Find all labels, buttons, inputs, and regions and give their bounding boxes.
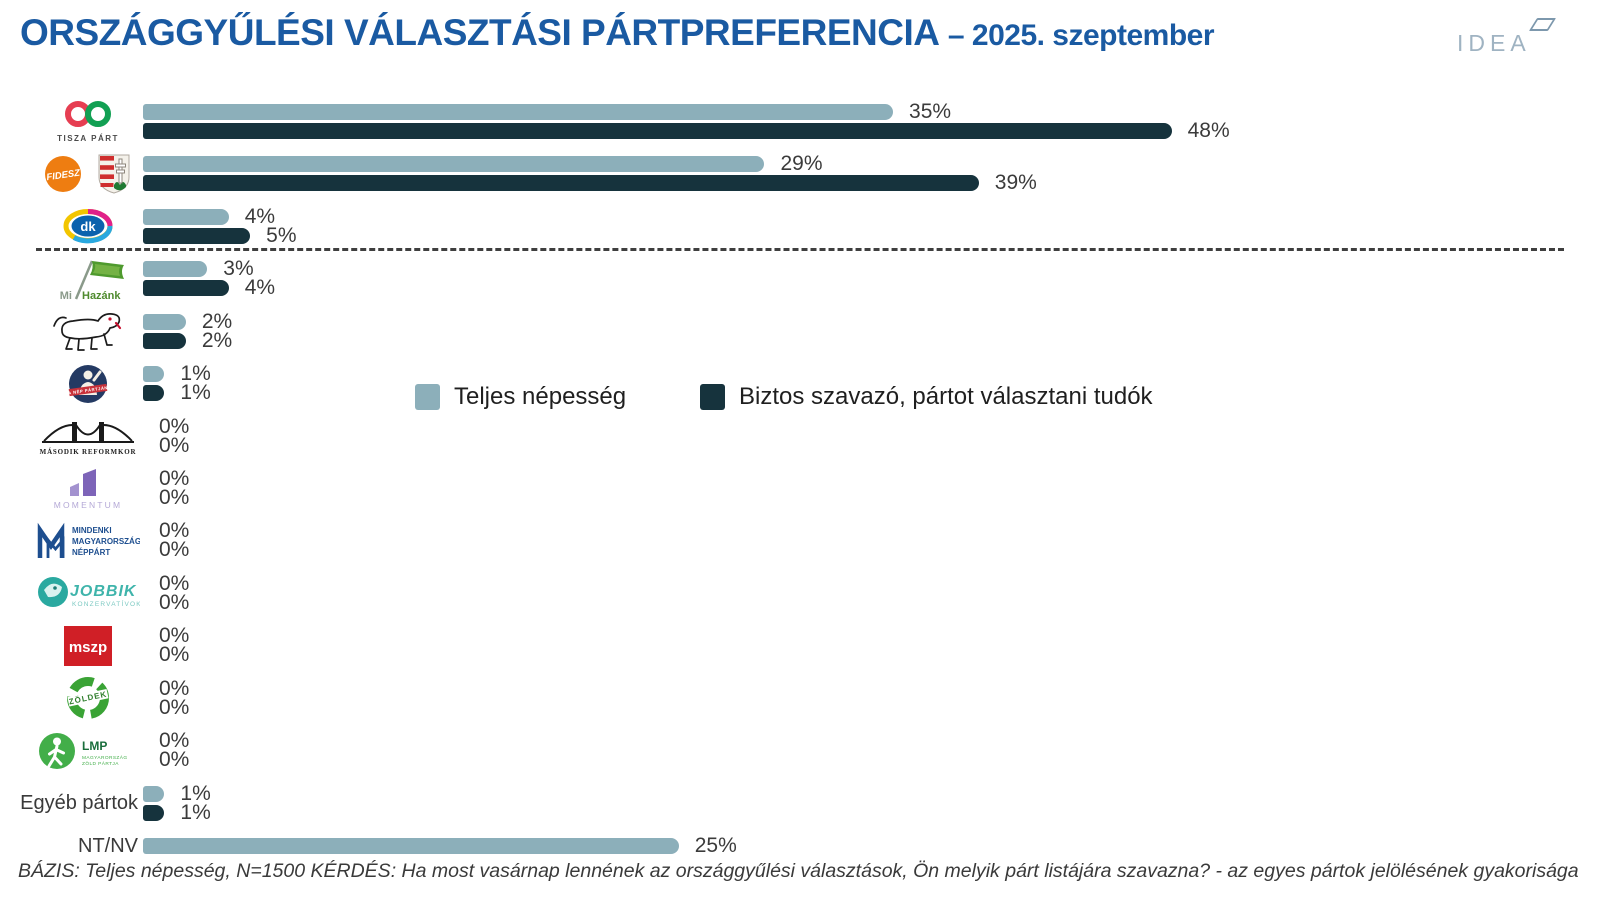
title-date: – 2025. szeptember xyxy=(947,19,1215,52)
value-certain-mi-hazank: 4% xyxy=(244,276,276,300)
value-total-nep-partjan: 1% xyxy=(180,362,211,386)
bar-total-mkkp xyxy=(143,313,186,330)
mi-hazank-logo: Mi Hazánk xyxy=(36,253,140,305)
value-total-mindenki-magyarorszaga: 0% xyxy=(159,519,190,543)
value-total-mi-hazank: 3% xyxy=(223,257,254,281)
value-total-fidesz: 29% xyxy=(780,152,823,176)
bar-certain-tisza-part xyxy=(143,123,1172,139)
bar-certain-mkkp xyxy=(143,332,186,349)
threshold-divider xyxy=(36,248,1564,252)
mszp-logo: mszp xyxy=(36,620,140,672)
momentum-logo: MOMENTUM xyxy=(36,463,140,515)
bar-total-nt-nv xyxy=(143,838,679,855)
bar-total-nep-partjan xyxy=(143,366,165,383)
value-total-mszp: 0% xyxy=(159,624,190,648)
value-certain-jobbik: 0% xyxy=(159,590,190,614)
bar-total-mi-hazank xyxy=(143,261,208,278)
fidesz-logo: FIDESZ xyxy=(36,148,140,200)
svg-text:ZÖLD PÁRTJA: ZÖLD PÁRTJA xyxy=(82,760,119,767)
value-certain-masodik-reformkor: 0% xyxy=(159,433,190,457)
svg-text:LMP: LMP xyxy=(82,739,107,753)
idea-logo-text: IDEA xyxy=(1457,30,1531,56)
svg-text:KONZERVATÍVOK: KONZERVATÍVOK xyxy=(72,599,140,608)
value-total-zoldek: 0% xyxy=(159,676,190,700)
idea-logo: IDEA xyxy=(1457,18,1557,57)
bar-certain-mi-hazank xyxy=(143,280,229,297)
bar-certain-dk xyxy=(143,227,251,244)
svg-text:JOBBIK: JOBBIK xyxy=(70,583,137,600)
legend-label-certain: Biztos szavazó, pártot választani tudók xyxy=(739,383,1153,410)
svg-text:Hazánk: Hazánk xyxy=(82,290,121,302)
value-total-mkkp: 2% xyxy=(201,309,233,333)
zoldek-logo: ZÖLDEK xyxy=(36,672,140,724)
value-total-tisza-part: 35% xyxy=(909,100,952,123)
value-certain-egyeb-partok: 1% xyxy=(180,800,211,824)
bar-total-tisza-part xyxy=(143,104,894,120)
legend-swatch-certain xyxy=(700,384,725,410)
value-certain-zoldek: 0% xyxy=(159,695,190,719)
value-total-lmp: 0% xyxy=(159,729,190,753)
svg-text:A NÉP PÁRTJÁN: A NÉP PÁRTJÁN xyxy=(68,385,108,396)
value-total-jobbik: 0% xyxy=(159,571,190,595)
value-total-nt-nv: 25% xyxy=(694,834,737,858)
value-total-masodik-reformkor: 0% xyxy=(159,414,190,438)
legend-swatch-total xyxy=(415,384,440,410)
legend-label-total: Teljes népesség xyxy=(454,383,627,410)
svg-text:MOMENTUM: MOMENTUM xyxy=(54,500,123,510)
value-total-dk: 4% xyxy=(244,204,276,228)
value-certain-lmp: 0% xyxy=(159,748,190,772)
title-main: ORSZÁGGYŰLÉSI VÁLASZTÁSI PÁRTPREFERENCIA xyxy=(20,12,939,53)
mkkp-logo xyxy=(36,305,140,357)
bar-certain-fidesz xyxy=(143,175,979,192)
masodik-reformkor-logo: MÁSODIK REFORMKOR xyxy=(36,410,140,462)
bar-total-fidesz xyxy=(143,156,765,173)
svg-text:mszp: mszp xyxy=(69,639,107,656)
value-certain-mindenki-magyarorszaga: 0% xyxy=(159,538,190,562)
bar-certain-egyeb-partok xyxy=(143,804,165,821)
legend-item-total: Teljes népesség xyxy=(415,383,626,411)
svg-text:MÁSODIK REFORMKOR: MÁSODIK REFORMKOR xyxy=(40,448,137,456)
value-certain-dk: 5% xyxy=(266,223,297,247)
svg-text:dk: dk xyxy=(80,219,96,234)
value-total-egyeb-partok: 1% xyxy=(180,781,211,805)
value-certain-fidesz: 39% xyxy=(994,171,1037,195)
footnote: BÁZIS: Teljes népesség, N=1500 KÉRDÉS: H… xyxy=(18,860,1579,882)
svg-text:TISZA PÁRT: TISZA PÁRT xyxy=(57,134,119,143)
page-title: ORSZÁGGYŰLÉSI VÁLASZTÁSI PÁRTPREFERENCIA… xyxy=(20,12,1215,54)
value-certain-mkkp: 2% xyxy=(201,328,233,352)
mindenki-magyarorszaga-logo: MINDENKI MAGYARORSZÁGA NÉPPÁRT xyxy=(36,515,140,567)
bar-total-dk xyxy=(143,208,229,225)
row-label-egyeb-partok: Egyéb pártok xyxy=(20,792,138,815)
tisza-part-logo: TISZA PÁRT xyxy=(36,96,140,148)
dk-logo: dk xyxy=(36,200,140,252)
svg-text:MAGYARORSZÁG: MAGYARORSZÁG xyxy=(82,754,128,761)
value-certain-momentum: 0% xyxy=(159,486,190,509)
svg-text:FIDESZ: FIDESZ xyxy=(46,167,82,183)
bar-certain-nep-partjan xyxy=(143,385,165,402)
svg-text:NÉPPÁRT: NÉPPÁRT xyxy=(72,548,110,557)
row-label-nt-nv: NT/NV xyxy=(78,835,138,858)
value-certain-nep-partjan: 1% xyxy=(180,381,211,405)
nep-partjan-logo: A NÉP PÁRTJÁN xyxy=(36,358,140,410)
legend-item-certain: Biztos szavazó, pártot választani tudók xyxy=(700,383,1153,411)
lmp-logo: LMP MAGYARORSZÁG ZÖLD PÁRTJA xyxy=(36,725,140,777)
svg-text:MINDENKI: MINDENKI xyxy=(72,526,112,535)
svg-text:MAGYARORSZÁGA: MAGYARORSZÁGA xyxy=(72,537,140,546)
jobbik-logo: JOBBIK KONZERVATÍVOK xyxy=(36,567,140,619)
idea-cube-icon xyxy=(1528,18,1557,31)
value-certain-tisza-part: 48% xyxy=(1187,119,1230,142)
value-total-momentum: 0% xyxy=(159,467,190,490)
svg-text:Mi: Mi xyxy=(60,290,72,302)
bar-total-egyeb-partok xyxy=(143,785,165,802)
value-certain-mszp: 0% xyxy=(159,643,190,667)
